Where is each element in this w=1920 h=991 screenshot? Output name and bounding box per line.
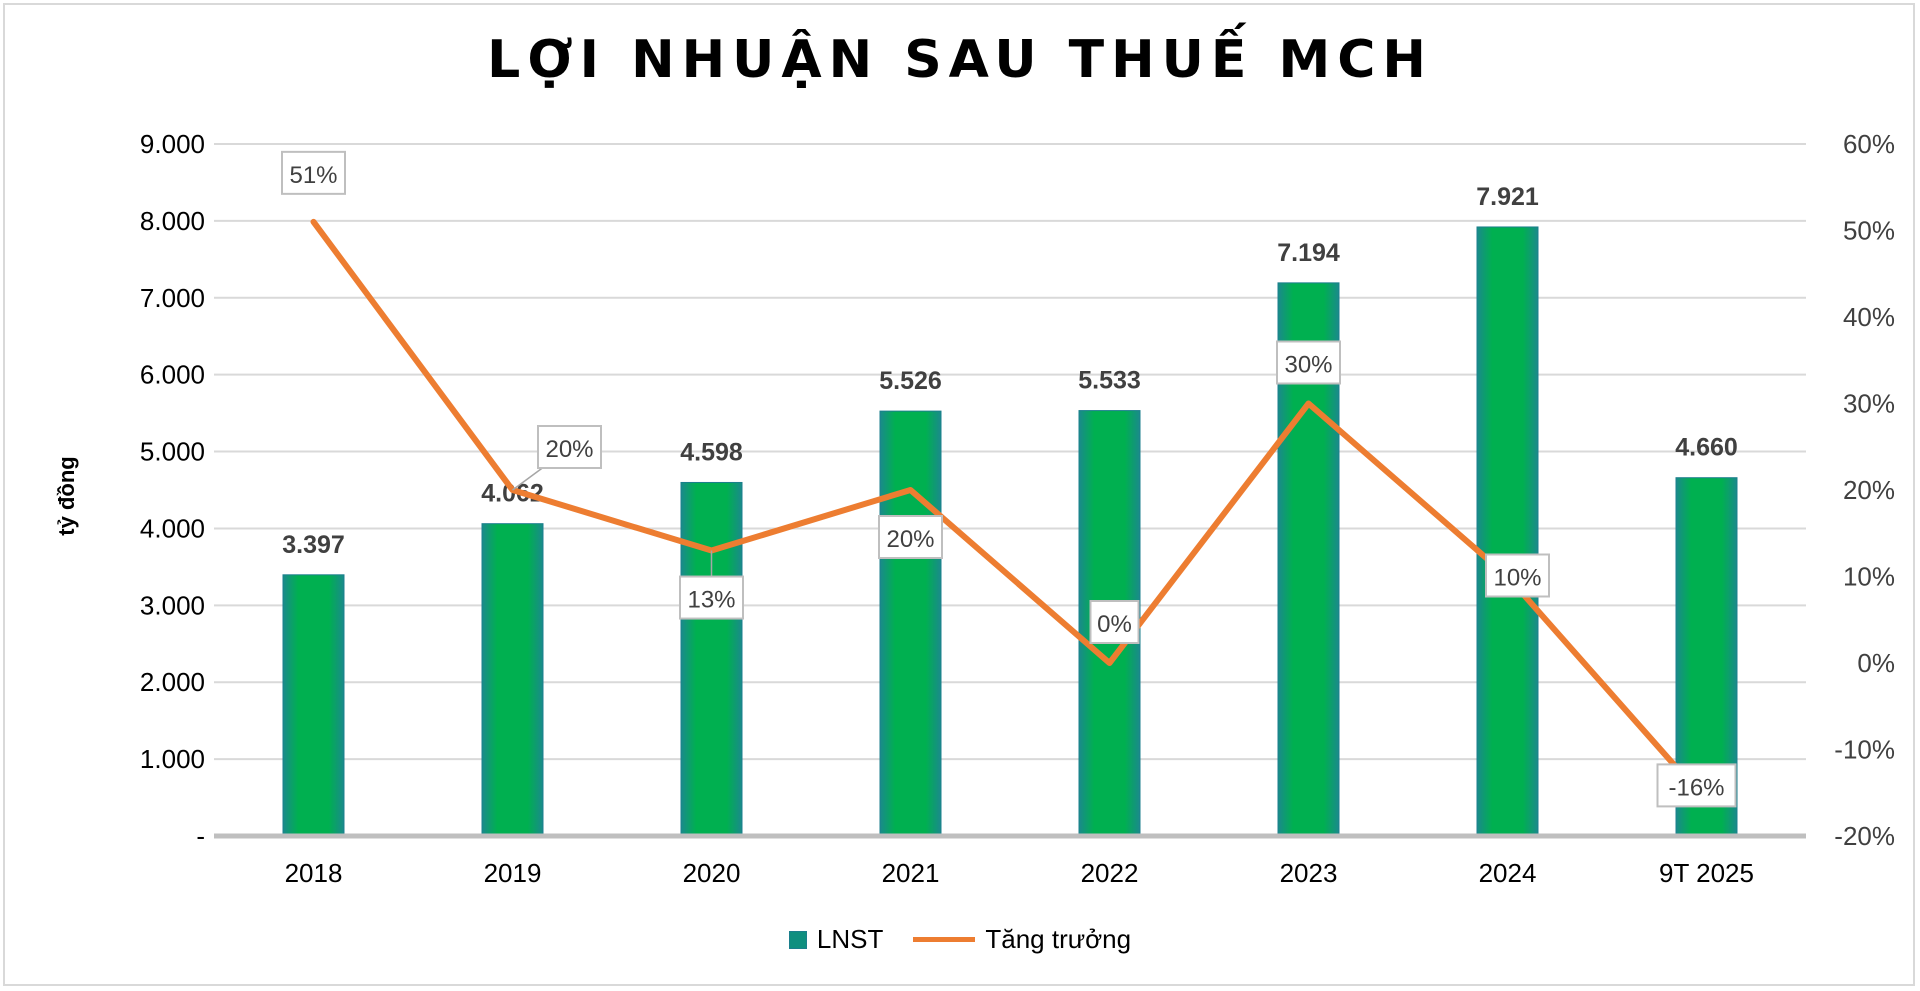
growth-label-box	[679, 575, 744, 620]
growth-label-box	[281, 150, 346, 195]
growth-label-box	[1276, 340, 1341, 385]
x-tick-label: 2023	[1280, 858, 1338, 888]
growth-data-label: 30%	[1284, 352, 1332, 379]
bar-data-label: 3.397	[282, 531, 345, 559]
bar-data-label: 7.921	[1476, 183, 1539, 211]
chart-title: LỢI NHUẬN SAU THUẾ MCH	[487, 30, 1433, 90]
x-tick-label: 2020	[683, 858, 741, 888]
legend-swatch-line	[913, 937, 976, 942]
x-tick-label: 2021	[882, 858, 940, 888]
right-tick-label: 20%	[1843, 475, 1895, 505]
bar-lnst	[879, 410, 942, 837]
right-tick-label: 50%	[1843, 216, 1895, 246]
growth-label-box	[1485, 553, 1550, 598]
growth-data-label: 51%	[289, 162, 337, 189]
growth-data-label: 13%	[687, 587, 735, 614]
left-tick-label: 5.000	[140, 437, 205, 467]
legend-item-lnst[interactable]: LNST	[788, 924, 884, 955]
left-tick-label: 1.000	[140, 744, 205, 774]
x-tick-label: 2024	[1479, 858, 1537, 888]
legend-label: LNST	[816, 924, 884, 954]
right-tick-label: 10%	[1843, 562, 1895, 592]
left-tick-label: 8.000	[140, 206, 205, 236]
left-tick-label: 2.000	[140, 667, 205, 697]
growth-data-label: 20%	[886, 526, 934, 553]
left-tick-label: 4.000	[140, 513, 205, 543]
left-tick-label: 3.000	[140, 590, 205, 620]
growth-data-label: 10%	[1493, 565, 1541, 592]
bar-lnst	[282, 574, 345, 837]
legend-label: Tăng trưởng	[985, 924, 1132, 954]
growth-label-box	[1656, 763, 1737, 808]
growth-data-label: 0%	[1097, 611, 1132, 638]
growth-line	[310, 218, 1710, 805]
right-tick-label: 40%	[1843, 302, 1895, 332]
bar-data-label: 7.194	[1277, 239, 1340, 267]
left-tick-label: 9.000	[140, 129, 205, 159]
legend-item-growth[interactable]: Tăng trưởng	[913, 924, 1131, 955]
right-tick-label: 30%	[1843, 389, 1895, 419]
x-tick-label: 2019	[484, 858, 542, 888]
growth-label-box	[1089, 600, 1140, 644]
left-tick-label: -	[196, 821, 205, 851]
chart-frame	[3, 3, 1915, 986]
x-tick-label: 9T 2025	[1659, 858, 1754, 888]
bar-data-label: 4.660	[1675, 434, 1738, 462]
right-tick-label: -20%	[1834, 821, 1895, 851]
legend-swatch-bar	[788, 930, 807, 949]
bar-data-label: 5.526	[879, 367, 942, 395]
x-tick-label: 2018	[285, 858, 343, 888]
left-tick-label: 7.000	[140, 283, 205, 313]
x-tick-label: 2022	[1081, 858, 1139, 888]
bar-data-label: 5.533	[1078, 367, 1141, 395]
growth-data-label: -16%	[1668, 774, 1724, 801]
growth-label-box	[537, 425, 602, 469]
growth-data-label: 20%	[545, 436, 593, 463]
right-tick-label: 0%	[1857, 648, 1895, 678]
right-tick-label: 60%	[1843, 129, 1895, 159]
growth-label-box	[878, 515, 943, 559]
legend: LNST Tăng trưởng	[0, 924, 1920, 955]
bar-data-label: 4.598	[680, 438, 743, 466]
left-tick-label: 6.000	[140, 360, 205, 390]
bar-lnst	[481, 523, 544, 837]
bar-lnst	[680, 481, 743, 837]
bar-lnst	[1476, 226, 1539, 837]
right-tick-label: -10%	[1834, 735, 1895, 765]
